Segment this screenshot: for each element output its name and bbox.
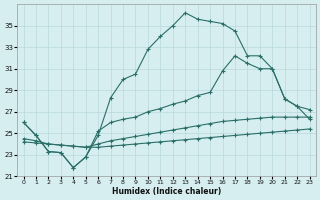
X-axis label: Humidex (Indice chaleur): Humidex (Indice chaleur)	[112, 187, 221, 196]
